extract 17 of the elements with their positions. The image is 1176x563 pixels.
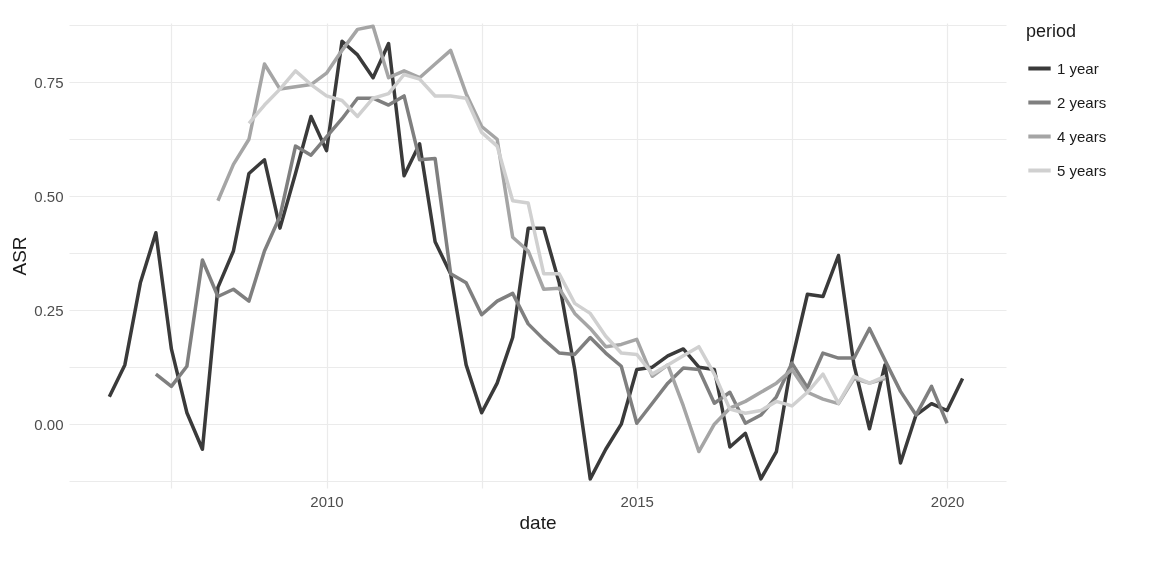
y-axis-title: ASR [9, 236, 31, 276]
line-series [154, 94, 949, 426]
legend-label: 5 years [1057, 161, 1107, 179]
legend-label: 1 year [1057, 59, 1099, 77]
y-tick-label: 0.00 [34, 415, 64, 433]
y-tick-label: 0.75 [34, 73, 64, 91]
legend-label: 2 years [1057, 93, 1107, 111]
line-series [247, 69, 887, 415]
y-tick-label: 0.25 [34, 301, 64, 319]
line-series [107, 39, 965, 481]
legend-label: 4 years [1057, 127, 1107, 145]
x-tick-label: 2020 [930, 492, 965, 510]
y-tick-label: 0.50 [34, 187, 64, 205]
x-tick-label: 2010 [310, 492, 344, 510]
legend-title: period [1026, 21, 1077, 41]
x-tick-label: 2015 [620, 492, 654, 510]
x-axis-title: date [519, 511, 557, 533]
